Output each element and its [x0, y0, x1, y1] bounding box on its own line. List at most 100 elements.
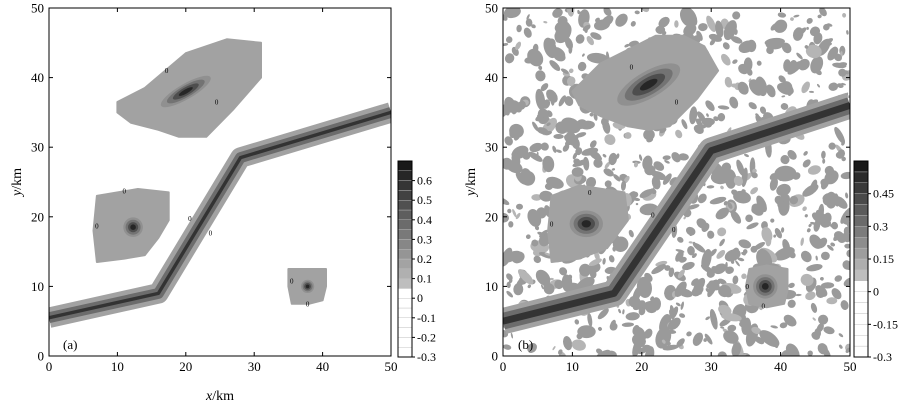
noise-speckle	[615, 13, 628, 27]
noise-speckle	[633, 162, 639, 168]
noise-speckle	[598, 326, 602, 331]
noise-speckle	[503, 43, 509, 46]
colorbar-band	[853, 247, 869, 260]
noise-speckle	[630, 21, 636, 27]
noise-speckle	[707, 230, 715, 239]
noise-speckle	[715, 20, 724, 38]
contour-label-zero: 0	[306, 300, 310, 308]
noise-speckle	[843, 277, 850, 287]
noise-speckle	[527, 343, 537, 353]
noise-speckle	[604, 180, 612, 188]
noise-speckle	[720, 326, 725, 329]
colorbar-band	[853, 291, 869, 303]
noise-speckle	[778, 75, 786, 84]
colorbar-tick-label: 0.5	[417, 193, 432, 207]
noise-speckle	[638, 306, 646, 316]
anomaly-band	[305, 284, 310, 289]
noise-speckle	[776, 183, 791, 197]
noise-speckle	[773, 234, 777, 238]
noise-speckle	[804, 45, 809, 49]
noise-speckle	[709, 196, 727, 205]
contour-label-zero: 0	[165, 67, 169, 75]
noise-speckle	[669, 309, 674, 320]
noise-speckle	[692, 332, 704, 346]
noise-speckle	[820, 178, 829, 187]
noise-speckle	[833, 232, 843, 241]
noise-speckle	[788, 282, 795, 289]
noise-speckle	[745, 214, 753, 223]
noise-speckle	[782, 85, 786, 93]
noise-speckle	[543, 283, 555, 295]
noise-speckle	[800, 237, 804, 246]
anomaly-band	[130, 224, 136, 230]
noise-speckle	[579, 120, 595, 130]
noise-speckle	[735, 260, 740, 267]
noise-speckle	[810, 221, 817, 225]
colorbar-band	[853, 182, 869, 194]
noise-speckle	[807, 165, 821, 175]
noise-speckle	[544, 252, 552, 256]
contour-label-zero: 0	[209, 230, 213, 238]
noise-speckle	[732, 59, 738, 64]
colorbar-band	[397, 209, 413, 221]
noise-speckle	[638, 154, 643, 161]
noise-speckle	[746, 39, 757, 53]
noise-speckle	[841, 217, 849, 225]
x-tick-label: 0	[500, 359, 507, 374]
noise-speckle	[621, 322, 634, 327]
noise-speckle	[525, 234, 531, 240]
noise-speckle	[844, 70, 849, 75]
noise-speckle	[787, 60, 803, 75]
noise-speckle	[759, 330, 780, 348]
anomaly-band	[581, 220, 591, 228]
southern-anomaly: 00	[287, 268, 327, 308]
noise-speckle	[774, 228, 783, 239]
noise-speckle	[716, 249, 726, 259]
noise-speckle	[634, 10, 640, 15]
noise-speckle	[540, 142, 549, 151]
noise-speckle	[796, 52, 803, 60]
noise-speckle	[766, 46, 774, 55]
noise-speckle	[571, 339, 586, 351]
noise-speckle	[611, 168, 616, 171]
noise-speckle	[522, 151, 531, 160]
x-tick-label: 40	[316, 359, 329, 374]
colorbar-band	[853, 324, 869, 336]
colorbar-band	[853, 313, 869, 325]
colorbar-band	[397, 239, 413, 250]
panel-label: (a)	[63, 337, 77, 352]
noise-speckle	[718, 284, 732, 298]
noise-speckle	[840, 171, 850, 180]
x-tick-label: 30	[248, 359, 261, 374]
fault-core	[49, 110, 391, 320]
noise-speckle	[809, 90, 814, 93]
noise-speckle	[752, 168, 757, 174]
contour-label-zero: 0	[122, 188, 126, 196]
colorbar-band	[397, 160, 413, 172]
noise-speckle	[523, 27, 532, 38]
contour-label-zero: 0	[672, 226, 676, 234]
noise-speckle	[841, 82, 846, 86]
noise-speckle	[589, 140, 597, 148]
noise-speckle	[806, 17, 813, 24]
noise-speckle	[738, 239, 752, 249]
noise-speckle	[692, 242, 706, 253]
noise-speckle	[595, 17, 600, 23]
contour-label-zero: 0	[188, 215, 192, 223]
noise-speckle	[730, 36, 743, 44]
noise-speckle	[845, 192, 849, 199]
noise-speckle	[553, 134, 564, 139]
noise-speckle	[828, 142, 836, 150]
noise-speckle	[513, 283, 524, 296]
x-tick-label: 50	[844, 359, 857, 374]
x-tick-label: 50	[385, 359, 398, 374]
noise-speckle	[655, 25, 666, 35]
noise-speckle	[766, 84, 776, 98]
noise-speckle	[543, 37, 557, 59]
colorbar-band	[397, 258, 413, 270]
noise-speckle	[516, 203, 523, 210]
noise-speckle	[604, 161, 611, 169]
y-tick-label: 40	[31, 70, 44, 85]
noise-speckle	[622, 309, 625, 315]
